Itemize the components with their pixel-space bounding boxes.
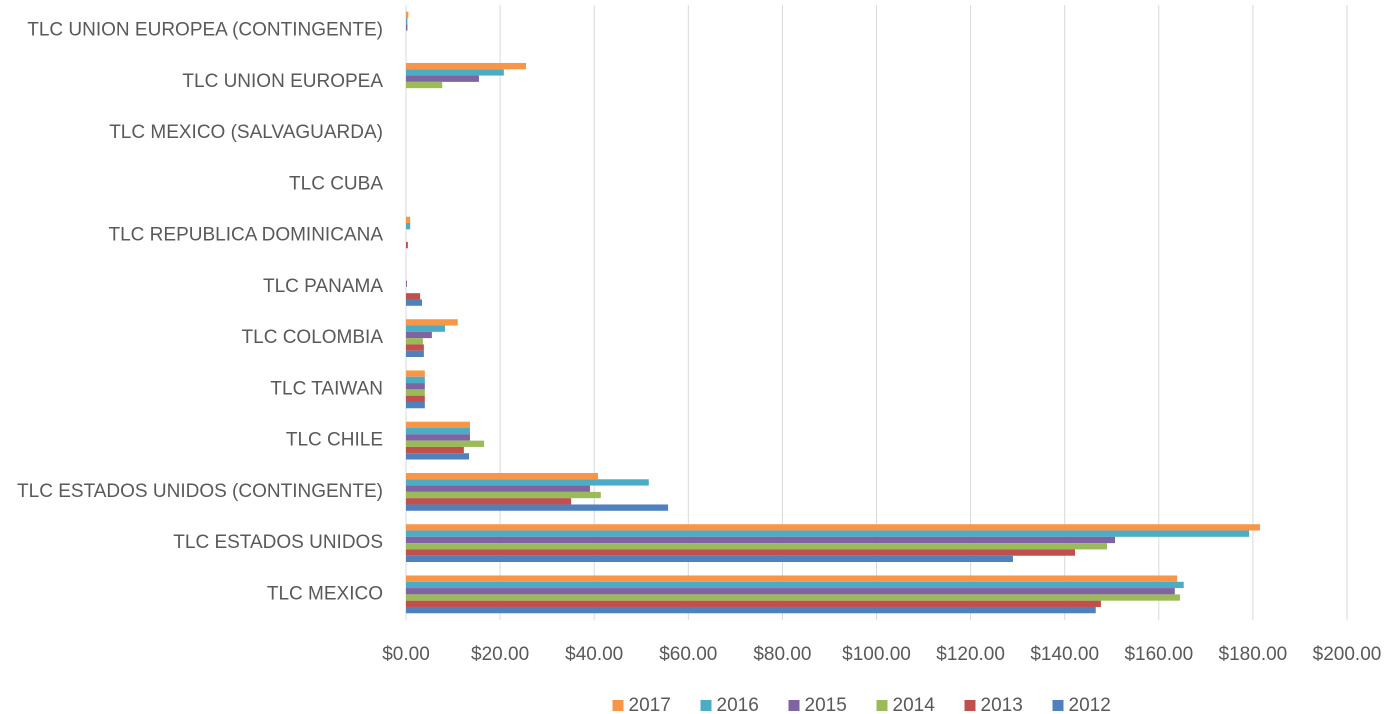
bar	[406, 491, 601, 499]
y-tick-label: TLC TAIWAN	[270, 378, 383, 399]
legend-swatch	[1052, 700, 1064, 711]
bar	[406, 401, 425, 409]
bar	[406, 350, 424, 358]
legend-label: 2016	[717, 695, 759, 714]
bar	[406, 331, 432, 339]
y-tick-label: TLC CHILE	[286, 430, 383, 451]
bar	[406, 69, 504, 76]
bar	[406, 498, 572, 505]
y-tick-label: TLC PANAMA	[263, 276, 383, 297]
y-tick-label: TLC UNION EUROPEA (CONTINGENTE)	[27, 20, 383, 41]
bar	[406, 376, 425, 384]
bar	[406, 344, 424, 351]
bar	[406, 293, 421, 300]
bar	[406, 18, 408, 25]
bar	[406, 504, 669, 511]
x-tick-label: $40.00	[565, 644, 623, 665]
x-tick-label: $20.00	[471, 644, 529, 665]
y-tick-label: TLC MEXICO	[267, 583, 383, 604]
x-tick-label: $60.00	[659, 644, 717, 665]
bar	[406, 216, 411, 224]
bar	[406, 24, 408, 31]
bar	[406, 299, 422, 306]
x-tick-label: $140.00	[1030, 644, 1099, 665]
bar	[406, 543, 1108, 550]
y-tick-label: TLC COLOMBIA	[242, 327, 384, 348]
y-tick-label: TLC UNION EUROPEA	[182, 71, 383, 92]
bar	[406, 524, 1260, 531]
bar	[406, 428, 470, 435]
y-tick-label: TLC ESTADOS UNIDOS (CONTINGENTE)	[17, 481, 383, 502]
bar	[406, 11, 409, 19]
y-tick-label: TLC REPUBLICA DOMINICANA	[109, 225, 384, 246]
legend-swatch	[876, 700, 888, 711]
bar	[406, 575, 1178, 582]
bar	[406, 446, 464, 454]
bar	[406, 440, 485, 447]
legend-swatch	[700, 700, 712, 711]
bar	[406, 536, 1116, 544]
bar	[406, 581, 1184, 589]
x-tick-label: $180.00	[1219, 644, 1288, 665]
bar	[406, 600, 1101, 607]
bar	[406, 421, 470, 429]
legend-label: 2014	[893, 695, 936, 714]
y-tick-label: TLC CUBA	[289, 173, 383, 194]
legend-label: 2017	[629, 695, 671, 714]
bar	[406, 606, 1096, 614]
legend-swatch	[964, 700, 976, 711]
y-tick-label: TLC MEXICO (SALVAGUARDA)	[109, 122, 383, 143]
x-tick-label: $80.00	[753, 644, 811, 665]
bar	[406, 485, 590, 492]
bar	[406, 530, 1250, 537]
x-tick-label: $120.00	[936, 644, 1005, 665]
bar	[406, 75, 479, 82]
bar	[406, 472, 598, 480]
bar	[406, 338, 423, 345]
legend-label: 2015	[805, 695, 847, 714]
bar	[406, 280, 407, 287]
bar	[406, 223, 411, 230]
bar	[406, 319, 458, 326]
bar	[406, 549, 1076, 556]
y-tick-label: TLC ESTADOS UNIDOS	[173, 532, 383, 553]
legend-label: 2012	[1069, 695, 1111, 714]
x-tick-label: $200.00	[1313, 644, 1382, 665]
legend-label: 2013	[981, 695, 1023, 714]
legend-swatch	[612, 700, 624, 711]
bar	[406, 555, 1013, 563]
bar	[406, 588, 1175, 595]
bar	[406, 241, 408, 249]
x-tick-label: $0.00	[382, 644, 430, 665]
bar	[406, 594, 1180, 601]
x-tick-label: $100.00	[842, 644, 911, 665]
bar	[406, 383, 425, 390]
x-tick-label: $160.00	[1124, 644, 1193, 665]
bar	[406, 62, 526, 70]
legend-swatch	[788, 700, 800, 711]
bar	[406, 81, 443, 89]
bar	[406, 325, 446, 332]
bar	[406, 389, 425, 396]
bar	[406, 453, 470, 460]
bar	[406, 395, 425, 402]
bar	[406, 479, 649, 486]
bar	[406, 370, 425, 377]
bar	[406, 434, 470, 441]
